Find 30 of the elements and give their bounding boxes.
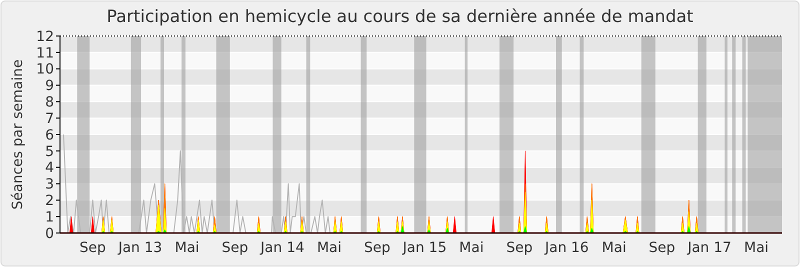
y-tick-label: 4 [45,160,54,176]
x-tick-label: Sep [80,240,106,256]
y-tick-label: 10 [36,62,54,78]
x-tick-label: Mai [602,240,626,256]
y-tick-label: 7 [45,110,54,127]
y-tick-label: 3 [45,176,54,193]
y-tick-label: 9 [45,78,54,94]
y-tick-label: 6 [45,127,54,144]
chart-title: Participation en hemicycle au cours de sa dernière année de mandat [106,7,694,27]
y-tick-label: 1 [45,209,54,226]
x-tick-label: Mai [316,240,342,256]
y-tick-label: 12 [36,28,54,45]
y-tick-label: 11 [36,45,54,62]
y-tick-label: 8 [45,94,54,111]
y-tick-label: 0 [45,226,54,242]
x-tick-label: Mai [174,240,200,256]
x-tick-label: Mai [459,240,484,256]
y-axis-title: Séances par semaine [10,59,26,210]
x-tick-label: Sep [222,240,248,256]
x-tick-label: Sep [506,240,533,256]
x-tick-label: Jan 17 [686,240,732,256]
x-tick-label: Sep [364,240,390,256]
y-tick-label: 2 [45,193,54,210]
x-tick-label: Jan 16 [544,240,589,256]
x-tick-label: Jan 14 [260,240,304,256]
x-tick-label: Jan 13 [117,240,162,256]
x-tick-label: Sep [648,240,676,256]
x-tick-label: Jan 15 [402,240,447,256]
x-tick-label: Mai [744,240,769,256]
y-tick-label: 5 [45,144,54,160]
